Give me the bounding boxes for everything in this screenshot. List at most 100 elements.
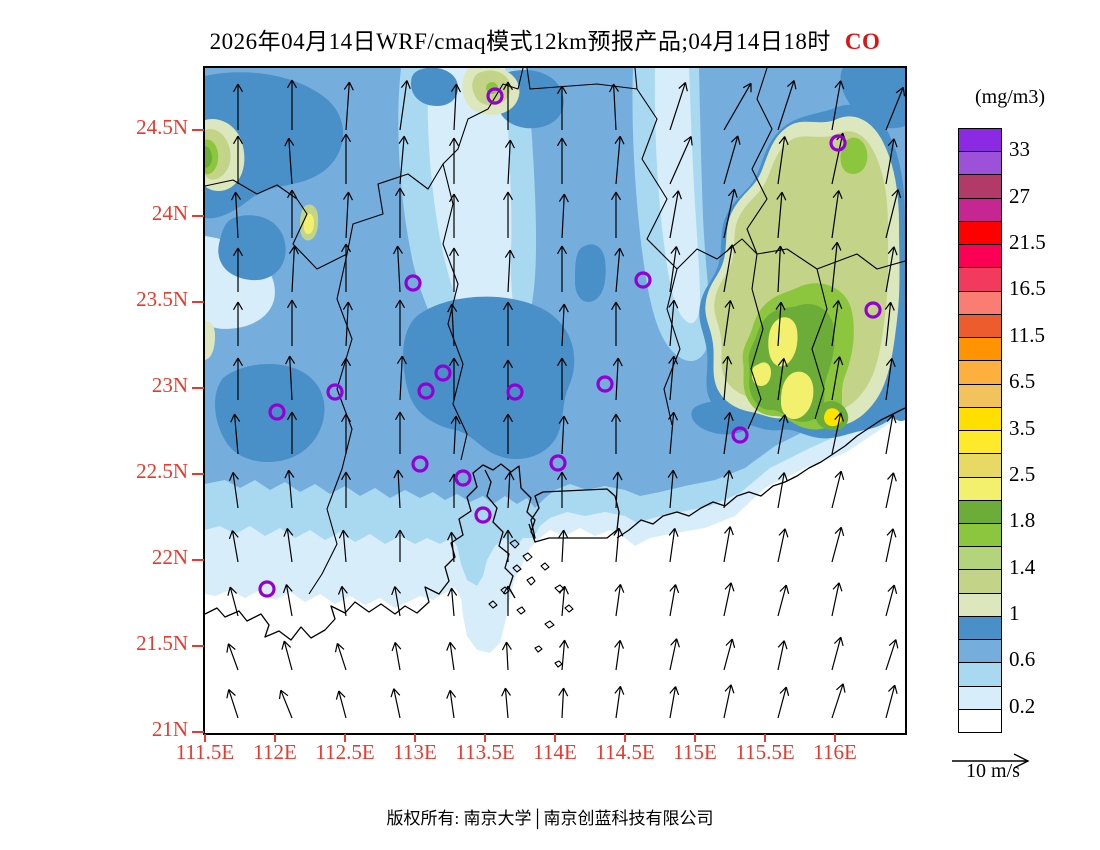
wind-scale-arrow bbox=[952, 753, 1030, 769]
wind-arrow bbox=[777, 584, 790, 617]
wind-arrow bbox=[502, 191, 514, 238]
wind-arrow bbox=[777, 358, 788, 401]
wind-arrow bbox=[614, 639, 625, 671]
wind-arrow bbox=[393, 469, 404, 509]
wind-arrow bbox=[337, 585, 348, 617]
wind-arrow bbox=[831, 526, 845, 563]
wind-arrow bbox=[558, 529, 569, 563]
wind-arrow bbox=[723, 188, 738, 239]
lon-tick-label: 112.5E bbox=[315, 740, 375, 764]
title-text: 2026年04月14日WRF/cmaq模式12km预报产品;04月14日18时 bbox=[209, 29, 831, 54]
wind-arrow bbox=[391, 586, 402, 617]
wind-arrow bbox=[669, 638, 680, 671]
wind-arrow bbox=[286, 299, 298, 346]
lon-tick bbox=[344, 734, 346, 742]
wind-arrow bbox=[232, 357, 244, 400]
wind-arrow bbox=[774, 245, 786, 293]
border-north bbox=[205, 68, 524, 270]
wind-arrow bbox=[281, 640, 293, 671]
wind-arrow bbox=[398, 135, 409, 185]
colorbar-box bbox=[959, 431, 1001, 455]
wind-arrow bbox=[723, 469, 734, 509]
colorbar-value-label: 27 bbox=[1009, 183, 1030, 208]
wind-arrow bbox=[343, 81, 354, 131]
wind-vector-layer bbox=[226, 79, 905, 719]
wind-arrow bbox=[777, 686, 790, 719]
wind-arrow bbox=[340, 133, 352, 184]
wind-arrow bbox=[447, 531, 457, 563]
wind-arrow bbox=[340, 357, 352, 400]
colorbar-box bbox=[959, 384, 1001, 408]
wind-arrow bbox=[885, 414, 897, 455]
wind-arrow bbox=[558, 415, 569, 455]
wind-arrow bbox=[614, 583, 625, 617]
wind-arrow bbox=[722, 355, 733, 401]
wind-arrow bbox=[885, 189, 902, 239]
wind-arrow bbox=[723, 412, 734, 455]
colorbar-box bbox=[959, 221, 1001, 246]
wind-arrow bbox=[777, 136, 789, 185]
co-concentration-fill-layers bbox=[205, 68, 905, 733]
lon-tick bbox=[484, 734, 486, 742]
wind-arrow bbox=[723, 526, 734, 563]
wind-arrow bbox=[285, 355, 296, 401]
lat-tick-label: 24N bbox=[151, 201, 188, 225]
lat-tick-label: 21N bbox=[151, 717, 188, 741]
colorbar-box bbox=[959, 709, 1001, 733]
wind-arrow bbox=[232, 247, 244, 292]
lat-tick-label: 22.5N bbox=[136, 459, 188, 483]
colorbar-value-label: 33 bbox=[1009, 137, 1030, 162]
colorbar-value-label: 0.6 bbox=[1009, 647, 1036, 672]
wind-arrow bbox=[723, 638, 736, 671]
wind-arrow bbox=[777, 472, 788, 509]
wind-arrow bbox=[232, 135, 244, 184]
station-marker-layer bbox=[258, 87, 882, 598]
wind-arrow bbox=[723, 582, 735, 617]
wind-arrow bbox=[608, 83, 620, 131]
wind-arrow bbox=[884, 301, 895, 347]
wind-arrow bbox=[446, 689, 457, 719]
wind-arrow bbox=[340, 243, 352, 292]
wind-arrow bbox=[669, 136, 693, 185]
wind-arrow bbox=[777, 80, 797, 131]
wind-arrow bbox=[228, 530, 239, 563]
wind-arrow bbox=[286, 411, 298, 454]
wind-arrow bbox=[831, 80, 845, 131]
station-marker bbox=[829, 134, 847, 152]
colorbar-box bbox=[959, 407, 1001, 432]
wind-arrow bbox=[556, 137, 568, 184]
colorbar-value-label: 16.5 bbox=[1009, 276, 1046, 301]
wind-arrow bbox=[613, 527, 624, 563]
wind-arrow bbox=[502, 413, 514, 454]
wind-arrow bbox=[668, 299, 679, 347]
colorbar-value-label: 0.2 bbox=[1009, 693, 1036, 718]
station-marker bbox=[417, 382, 435, 400]
wind-arrow bbox=[668, 411, 679, 455]
wind-arrow bbox=[342, 301, 353, 347]
lon-tick bbox=[694, 734, 696, 742]
wind-arrow bbox=[610, 413, 622, 454]
lon-tick bbox=[624, 734, 626, 742]
border-fujian bbox=[746, 68, 773, 255]
station-marker bbox=[864, 301, 882, 319]
colorbar-value-label: 1 bbox=[1009, 601, 1020, 626]
colorbar-box bbox=[959, 152, 1001, 176]
lon-tick-label: 111.5E bbox=[175, 740, 235, 764]
colorbar-box bbox=[959, 338, 1001, 362]
station-marker bbox=[326, 383, 344, 401]
wind-arrow bbox=[394, 299, 406, 346]
lon-tick bbox=[414, 734, 416, 742]
lon-tick-label: 113.5E bbox=[455, 740, 515, 764]
wind-arrow bbox=[610, 191, 622, 238]
station-marker bbox=[731, 426, 749, 444]
colorbar-value-label: 1.8 bbox=[1009, 508, 1036, 533]
wind-arrow bbox=[558, 303, 569, 347]
station-marker bbox=[596, 375, 614, 393]
wind-arrow bbox=[559, 585, 569, 617]
wind-arrow bbox=[226, 689, 239, 719]
lon-tick-label: 113E bbox=[393, 740, 437, 764]
wind-arrow bbox=[723, 82, 752, 131]
wind-arrow bbox=[504, 139, 515, 185]
wind-arrow bbox=[723, 135, 741, 185]
